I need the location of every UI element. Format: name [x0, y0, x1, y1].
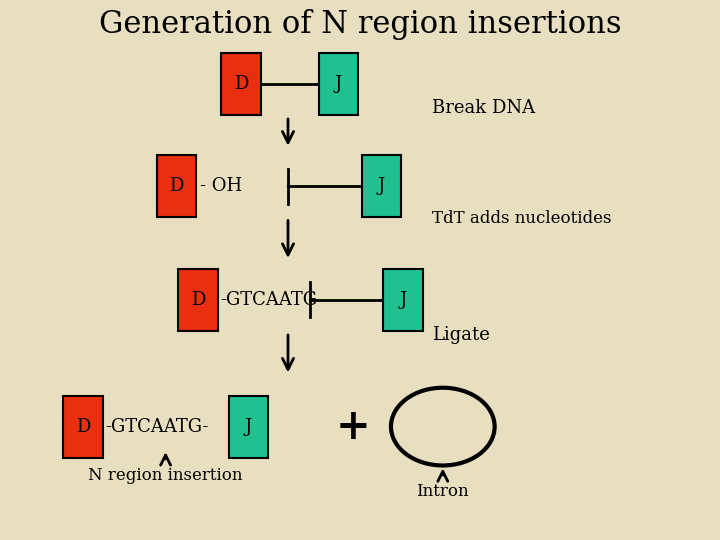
Text: Intron: Intron — [416, 483, 469, 500]
Bar — [318, 52, 358, 115]
Text: TdT adds nucleotides: TdT adds nucleotides — [432, 210, 611, 227]
Text: J: J — [245, 417, 252, 436]
Bar — [157, 156, 196, 217]
Text: D: D — [191, 291, 205, 309]
Text: Ligate: Ligate — [432, 326, 490, 344]
Bar — [179, 268, 218, 330]
Bar — [63, 395, 103, 458]
Text: D: D — [76, 417, 90, 436]
Text: J: J — [378, 177, 385, 195]
Text: N region insertion: N region insertion — [89, 467, 243, 484]
Text: -GTCAATG: -GTCAATG — [220, 291, 317, 309]
Bar — [228, 395, 268, 458]
Bar — [222, 52, 261, 115]
Text: D: D — [234, 75, 248, 93]
Text: J: J — [335, 75, 342, 93]
Text: -GTCAATG-: -GTCAATG- — [105, 417, 208, 436]
Bar — [362, 156, 402, 217]
Bar — [384, 268, 423, 330]
Text: J: J — [400, 291, 407, 309]
Text: +: + — [336, 406, 370, 448]
Text: - OH: - OH — [200, 177, 242, 195]
Text: Generation of N region insertions: Generation of N region insertions — [99, 9, 621, 40]
Text: D: D — [169, 177, 184, 195]
Text: Break DNA: Break DNA — [432, 99, 535, 117]
